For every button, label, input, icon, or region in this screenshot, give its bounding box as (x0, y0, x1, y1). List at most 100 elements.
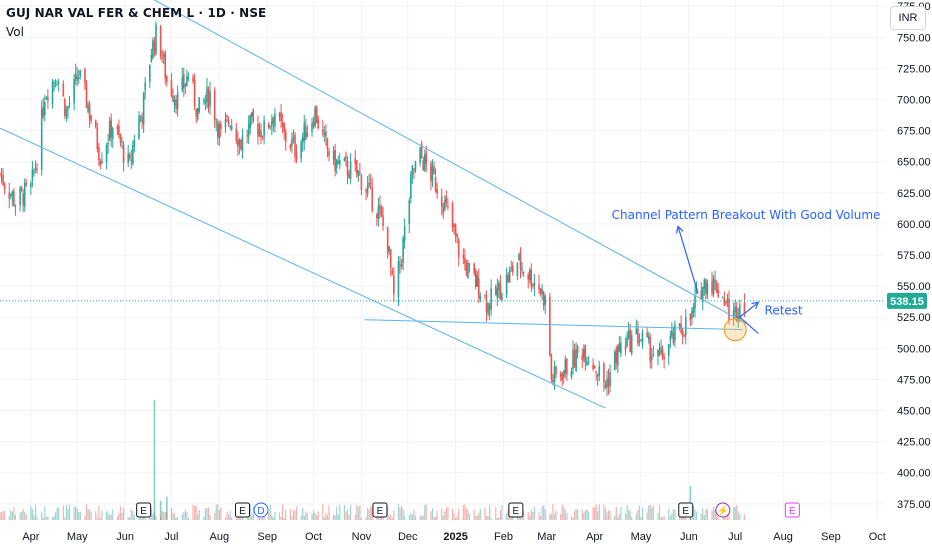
candle-body (647, 335, 650, 340)
volume-bar (743, 514, 746, 520)
volume-bar (56, 507, 58, 520)
candle-body (672, 333, 675, 344)
candle-body (584, 344, 587, 363)
candle-body (593, 365, 596, 369)
volume-bar (692, 505, 695, 520)
volume-bar (109, 515, 111, 520)
candle-body (34, 167, 37, 171)
volume-bar (456, 516, 458, 520)
volume-bar (669, 516, 671, 520)
volume-bar (170, 507, 173, 520)
event-marker (136, 502, 152, 518)
volume-bar (560, 514, 562, 520)
volume-bar (192, 504, 194, 520)
candle-body (436, 189, 438, 194)
retest-arrow-down (739, 316, 759, 334)
candle-body (155, 24, 157, 55)
volume-bar (657, 512, 659, 520)
candle-body (430, 162, 432, 181)
volume-bar (316, 515, 318, 520)
candle-body (607, 377, 610, 387)
event-marker-label: D (257, 506, 264, 517)
volume-bar (354, 514, 356, 520)
candle-body (182, 74, 185, 89)
candle-body (206, 86, 208, 102)
volume-bar (215, 504, 217, 520)
volume-bar (410, 512, 412, 520)
event-marker (508, 502, 524, 518)
volume-bar (269, 504, 271, 520)
candle-body (238, 139, 241, 146)
candle-body (667, 344, 670, 356)
volume-bar (76, 508, 78, 520)
candle-body (711, 281, 713, 294)
volume-bar (58, 507, 60, 520)
volume-bar (604, 508, 607, 520)
candle-body (176, 92, 179, 110)
candle-body (581, 355, 584, 360)
candle-body (291, 139, 293, 147)
candle-body (281, 122, 284, 127)
volume-bar (462, 505, 464, 520)
volume-bar (282, 504, 284, 520)
candle-body (678, 323, 681, 328)
volume-bar (209, 514, 211, 520)
volume-bar (566, 513, 568, 520)
candle-body (382, 215, 384, 227)
volume-bar (203, 516, 205, 520)
volume-bar (51, 517, 54, 520)
candle-body (603, 363, 605, 383)
volume-bar (33, 514, 35, 520)
volume-spike (166, 496, 168, 520)
volume-bar (609, 510, 611, 520)
volume-bar (484, 507, 486, 520)
candle-body (227, 119, 230, 125)
candle-body (357, 170, 360, 177)
candle-body (213, 89, 216, 121)
candle-body (0, 173, 1, 175)
candle-body (45, 97, 48, 100)
candle-body (542, 291, 545, 307)
volume-bar (371, 507, 373, 520)
volume-bar (337, 514, 339, 520)
volume-bar (214, 513, 216, 520)
candle-body (142, 92, 145, 125)
candle-body (399, 264, 401, 266)
candle-body (150, 54, 153, 62)
candle-body (133, 140, 136, 148)
candle-body (624, 345, 627, 351)
volume-bar (62, 505, 64, 520)
currency-button[interactable]: INR (890, 6, 926, 30)
candle-body (431, 166, 434, 182)
candle-body (703, 279, 706, 289)
candle-body (555, 366, 557, 374)
volume-bar (436, 510, 438, 520)
volume-bar (186, 511, 188, 520)
volume-bar (152, 513, 154, 520)
volume-bar (47, 515, 49, 520)
volume-bar (723, 516, 725, 520)
volume-bar (78, 511, 80, 520)
candle-body (511, 265, 514, 273)
candle-body (300, 141, 302, 159)
candle-body (473, 263, 475, 274)
volume-bar (421, 515, 423, 520)
candle-body (444, 200, 446, 211)
volume-bar (739, 514, 741, 520)
candle-body (216, 122, 219, 137)
candle-body (586, 361, 588, 365)
candle-body (132, 145, 134, 165)
candle-body (498, 281, 500, 291)
candle-body (192, 76, 194, 82)
candle-body (74, 73, 77, 79)
x-tick-label: Feb (494, 531, 513, 543)
candle-body (541, 289, 543, 295)
volume-bar (306, 513, 308, 520)
candle-body (518, 254, 520, 261)
volume-bar (468, 513, 471, 520)
symbol-header: GUJ NAR VAL FER & CHEM L · 1D · NSE (6, 6, 266, 20)
volume-bar (628, 509, 630, 520)
volume-bar (271, 514, 273, 520)
volume-bar (226, 511, 228, 520)
